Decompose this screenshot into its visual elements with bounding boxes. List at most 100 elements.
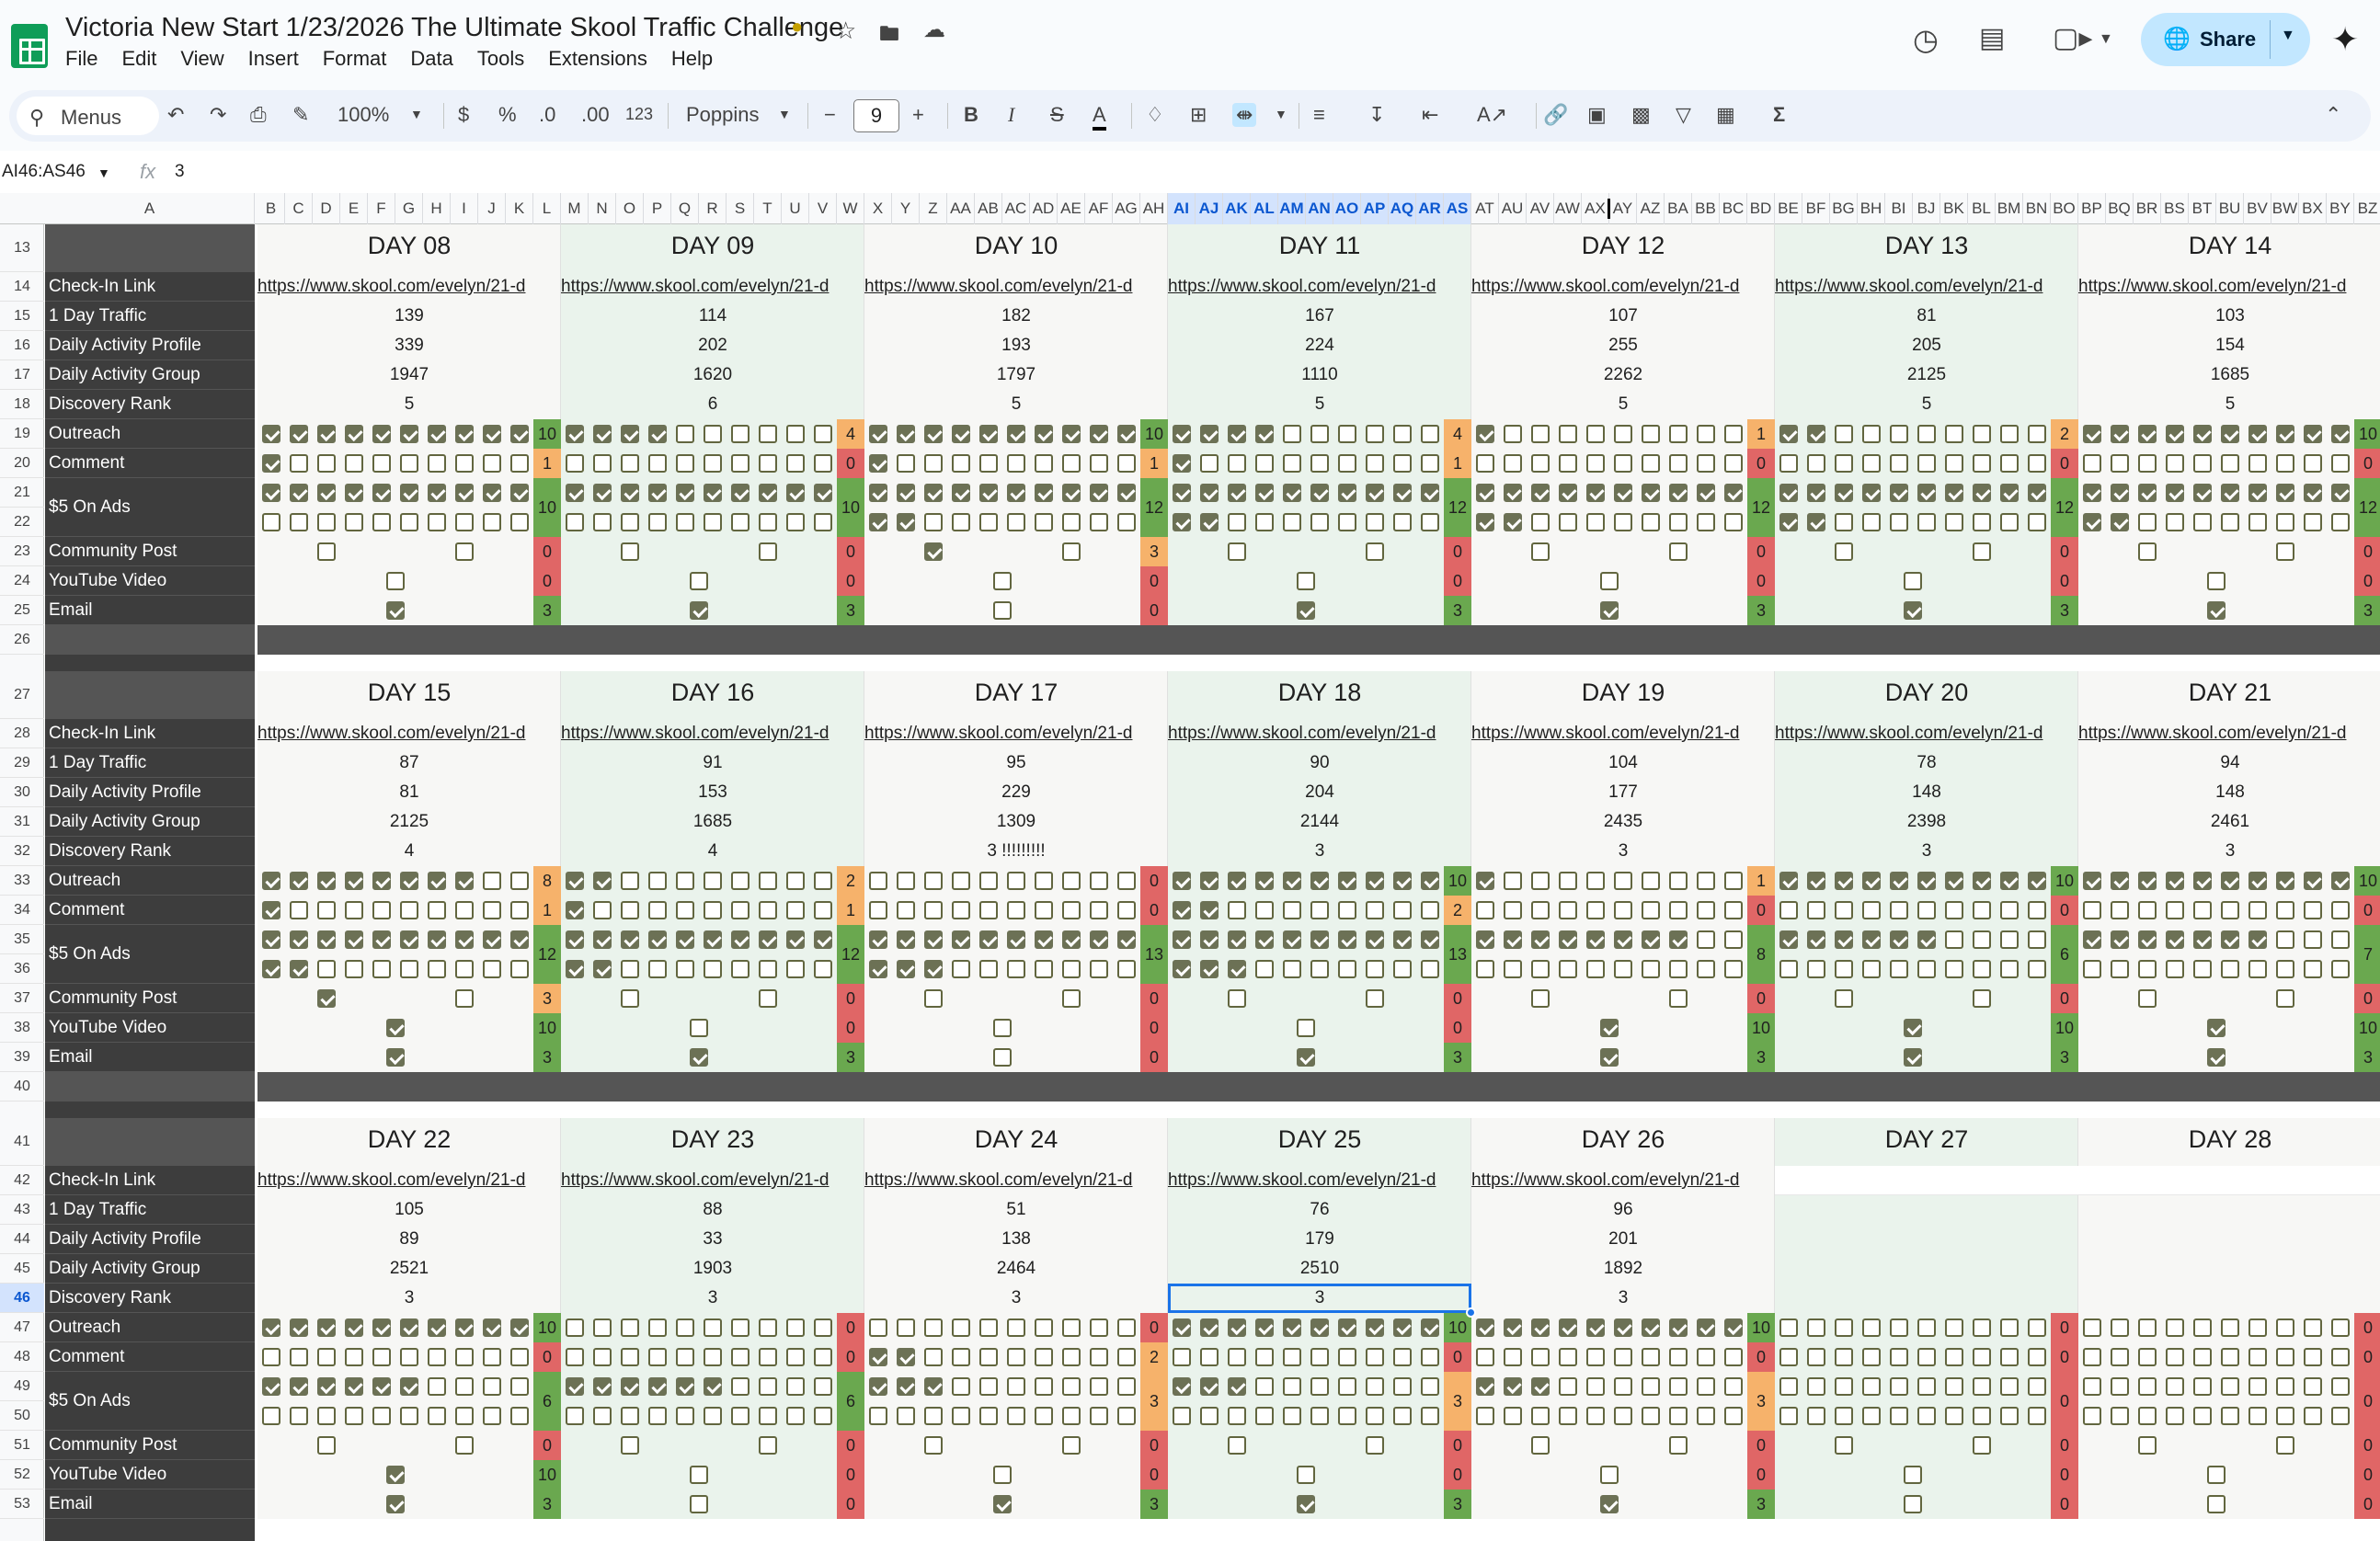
comment-checkbox[interactable] bbox=[1310, 901, 1329, 919]
empty-link-cell[interactable] bbox=[1775, 1166, 2078, 1195]
ads-checkbox[interactable] bbox=[1945, 960, 1963, 978]
outreach-checkbox[interactable] bbox=[1062, 1318, 1081, 1337]
email-checkbox[interactable] bbox=[690, 601, 708, 620]
ads-checkbox[interactable] bbox=[1283, 1377, 1301, 1396]
column-header-d[interactable]: D bbox=[313, 193, 340, 224]
community-post-checkbox[interactable] bbox=[1228, 1436, 1246, 1455]
community-post-checkbox[interactable] bbox=[621, 1436, 639, 1455]
ads-checkbox[interactable] bbox=[483, 1407, 501, 1425]
ads-checkbox[interactable] bbox=[1173, 513, 1191, 531]
comment-checkbox[interactable] bbox=[1642, 901, 1660, 919]
outreach-checkbox[interactable] bbox=[1890, 425, 1908, 443]
comment-checkbox[interactable] bbox=[2331, 454, 2350, 473]
value-group[interactable]: 1903 bbox=[692, 1259, 733, 1278]
community-post-checkbox[interactable] bbox=[924, 1436, 943, 1455]
column-header-ai[interactable]: AI bbox=[1168, 193, 1196, 224]
ads-checkbox[interactable] bbox=[1835, 1377, 1853, 1396]
outreach-checkbox[interactable] bbox=[2138, 872, 2157, 890]
value-profile[interactable]: 204 bbox=[1305, 782, 1334, 802]
value-rank[interactable]: 5 bbox=[1921, 394, 1932, 414]
community-post-checkbox[interactable] bbox=[1835, 1436, 1853, 1455]
ads-checkbox[interactable] bbox=[428, 513, 446, 531]
check-in-link[interactable]: https://www.skool.com/evelyn/21-d bbox=[257, 277, 526, 296]
outreach-checkbox[interactable] bbox=[1724, 425, 1743, 443]
column-header-l[interactable]: L bbox=[533, 193, 561, 224]
ads-checkbox[interactable] bbox=[483, 960, 501, 978]
formula-input[interactable]: 3 bbox=[175, 162, 185, 181]
outreach-checkbox[interactable] bbox=[1890, 1318, 1908, 1337]
outreach-checkbox[interactable] bbox=[262, 425, 280, 443]
email-checkbox[interactable] bbox=[993, 1495, 1012, 1513]
comment-checkbox[interactable] bbox=[2331, 901, 2350, 919]
day-header[interactable]: DAY 18 bbox=[1277, 679, 1362, 706]
ads-checkbox[interactable] bbox=[979, 513, 998, 531]
ads-checkbox[interactable] bbox=[1421, 1377, 1439, 1396]
ads-checkbox[interactable] bbox=[676, 1407, 694, 1425]
ads-checkbox[interactable] bbox=[1338, 1407, 1356, 1425]
ads-checkbox[interactable] bbox=[1310, 513, 1329, 531]
ads-checkbox[interactable] bbox=[1862, 930, 1881, 949]
comment-checkbox[interactable] bbox=[759, 1348, 777, 1366]
row-header-35[interactable]: 35 bbox=[0, 925, 44, 954]
email-checkbox[interactable] bbox=[1600, 1495, 1619, 1513]
ads-checkbox[interactable] bbox=[1228, 930, 1246, 949]
comment-checkbox[interactable] bbox=[262, 1348, 280, 1366]
outreach-checkbox[interactable] bbox=[897, 425, 915, 443]
menu-data[interactable]: Data bbox=[410, 47, 453, 70]
ads-checkbox[interactable] bbox=[290, 513, 308, 531]
ads-checkbox[interactable] bbox=[731, 1377, 749, 1396]
comment-checkbox[interactable] bbox=[290, 901, 308, 919]
ads-checkbox[interactable] bbox=[2138, 484, 2157, 502]
value-traffic[interactable]: 94 bbox=[2220, 753, 2240, 772]
community-post-checkbox[interactable] bbox=[455, 1436, 474, 1455]
community-post-checkbox[interactable] bbox=[317, 542, 336, 561]
ads-checkbox[interactable] bbox=[1835, 960, 1853, 978]
ads-checkbox[interactable] bbox=[1779, 930, 1798, 949]
ads-checkbox[interactable] bbox=[1724, 484, 1743, 502]
comment-checkbox[interactable] bbox=[1586, 1348, 1605, 1366]
comment-checkbox[interactable] bbox=[1421, 901, 1439, 919]
comment-checkbox[interactable] bbox=[1090, 1348, 1108, 1366]
ads-checkbox[interactable] bbox=[2111, 484, 2129, 502]
comment-checkbox[interactable] bbox=[400, 454, 418, 473]
comment-checkbox[interactable] bbox=[731, 1348, 749, 1366]
comment-checkbox[interactable] bbox=[814, 454, 832, 473]
outreach-checkbox[interactable] bbox=[566, 425, 584, 443]
text-color-icon[interactable]: A bbox=[1093, 103, 1106, 131]
outreach-checkbox[interactable] bbox=[400, 872, 418, 890]
check-in-link[interactable]: https://www.skool.com/evelyn/21-d bbox=[2078, 724, 2347, 743]
outreach-checkbox[interactable] bbox=[952, 1318, 970, 1337]
ads-checkbox[interactable] bbox=[1035, 484, 1053, 502]
comment-checkbox[interactable] bbox=[1890, 1348, 1908, 1366]
column-header-p[interactable]: P bbox=[644, 193, 671, 224]
value-group[interactable]: 1797 bbox=[996, 365, 1036, 384]
value-group[interactable]: 2262 bbox=[1603, 365, 1643, 384]
ads-checkbox[interactable] bbox=[1007, 930, 1025, 949]
comment-checkbox[interactable] bbox=[676, 454, 694, 473]
outreach-checkbox[interactable] bbox=[1090, 872, 1108, 890]
ads-checkbox[interactable] bbox=[1917, 1407, 1936, 1425]
ads-checkbox[interactable] bbox=[455, 513, 474, 531]
ads-checkbox[interactable] bbox=[1724, 1407, 1743, 1425]
comment-checkbox[interactable] bbox=[2304, 901, 2322, 919]
column-header-bb[interactable]: BB bbox=[1692, 193, 1720, 224]
value-profile[interactable]: 148 bbox=[1912, 782, 1941, 802]
column-header-br[interactable]: BR bbox=[2134, 193, 2161, 224]
community-post-checkbox[interactable] bbox=[1062, 1436, 1081, 1455]
comment-checkbox[interactable] bbox=[593, 901, 612, 919]
ads-checkbox[interactable] bbox=[262, 960, 280, 978]
comment-checkbox[interactable] bbox=[924, 901, 943, 919]
check-in-link[interactable]: https://www.skool.com/evelyn/21-d bbox=[1471, 1170, 1740, 1190]
outreach-checkbox[interactable] bbox=[1917, 1318, 1936, 1337]
row-header-33[interactable]: 33 bbox=[0, 866, 44, 896]
outreach-checkbox[interactable] bbox=[1228, 1318, 1246, 1337]
row-header-51[interactable]: 51 bbox=[0, 1431, 44, 1460]
ads-checkbox[interactable] bbox=[2276, 930, 2294, 949]
community-post-checkbox[interactable] bbox=[1531, 542, 1550, 561]
ads-checkbox[interactable] bbox=[1117, 930, 1136, 949]
ads-checkbox[interactable] bbox=[593, 960, 612, 978]
outreach-checkbox[interactable] bbox=[1862, 1318, 1881, 1337]
value-rank[interactable]: 5 bbox=[404, 394, 415, 414]
outreach-checkbox[interactable] bbox=[1310, 872, 1329, 890]
day-header[interactable]: DAY 13 bbox=[1884, 232, 1969, 259]
